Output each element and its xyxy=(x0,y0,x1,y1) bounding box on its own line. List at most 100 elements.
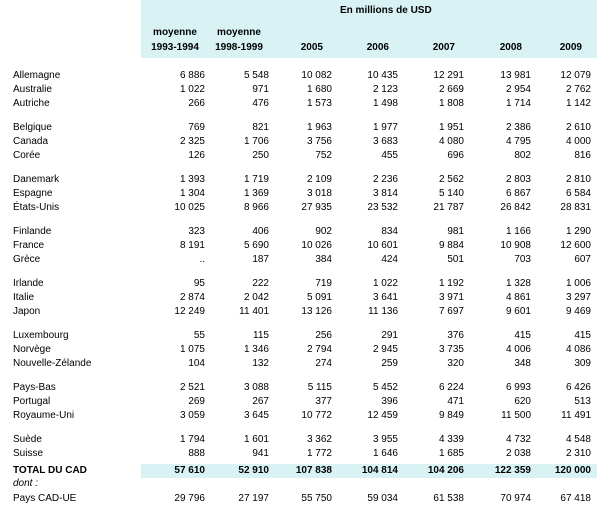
cell: 12 249 xyxy=(174,306,205,317)
cell: 971 xyxy=(252,84,269,95)
cell: 396 xyxy=(381,396,398,407)
cell: 5 115 xyxy=(307,382,332,393)
cell: 377 xyxy=(315,396,332,407)
row-label: Belgique xyxy=(13,122,52,133)
cell: 455 xyxy=(381,150,398,161)
cell: 2 310 xyxy=(565,448,591,459)
column-label: 2005 xyxy=(300,42,323,53)
cell: 6 867 xyxy=(505,188,531,199)
cell: 13 126 xyxy=(301,306,332,317)
row-label: États-Unis xyxy=(13,202,60,213)
cell: 122 359 xyxy=(494,465,531,476)
cell: 57 610 xyxy=(174,465,205,476)
cell: 10 908 xyxy=(500,240,531,251)
cell: 2 954 xyxy=(505,84,531,95)
cell: 28 831 xyxy=(560,202,591,213)
cell: 12 079 xyxy=(560,70,591,81)
cell: 802 xyxy=(514,150,531,161)
cell: 1 328 xyxy=(505,278,531,289)
cell: 2 521 xyxy=(179,382,205,393)
cell: 1 573 xyxy=(306,98,332,109)
cell: 752 xyxy=(315,150,332,161)
cell: 2 610 xyxy=(565,122,591,133)
cell: 10 772 xyxy=(301,410,332,421)
cell: 320 xyxy=(447,358,464,369)
cell: 9 849 xyxy=(438,410,464,421)
cell: 256 xyxy=(315,330,332,341)
cell: 70 974 xyxy=(500,493,531,504)
cell: 348 xyxy=(514,358,531,369)
cell: 941 xyxy=(252,448,269,459)
cell: 1 346 xyxy=(243,344,269,355)
cell: 2 794 xyxy=(306,344,332,355)
cell: 8 191 xyxy=(179,240,205,251)
cell: 3 641 xyxy=(372,292,398,303)
cell: 1 369 xyxy=(243,188,269,199)
cell: 126 xyxy=(188,150,205,161)
cell: 1 290 xyxy=(565,226,591,237)
cell: 424 xyxy=(381,254,398,265)
cell: 7 697 xyxy=(438,306,464,317)
cell: 1 075 xyxy=(179,344,205,355)
row-label: Canada xyxy=(13,136,49,147)
cell: 107 838 xyxy=(295,465,332,476)
cell: 4 861 xyxy=(505,292,531,303)
cell: 6 886 xyxy=(179,70,205,81)
cell: 3 059 xyxy=(179,410,205,421)
cell: 1 192 xyxy=(438,278,464,289)
cell: 10 082 xyxy=(301,70,332,81)
column-label: 1993-1994 xyxy=(151,42,199,53)
cell: 12 600 xyxy=(560,240,591,251)
cell: 12 459 xyxy=(367,410,398,421)
cell: 4 732 xyxy=(505,434,531,445)
cell: 3 018 xyxy=(306,188,332,199)
cell: 67 418 xyxy=(560,493,591,504)
cell: 8 966 xyxy=(243,202,269,213)
cell: 1 166 xyxy=(505,226,531,237)
row-label: Luxembourg xyxy=(13,330,69,341)
cell: 406 xyxy=(252,226,269,237)
header-background xyxy=(141,0,597,58)
cell: 104 814 xyxy=(361,465,398,476)
cell: 816 xyxy=(574,150,591,161)
cell: 5 091 xyxy=(306,292,332,303)
row-label: Allemagne xyxy=(13,70,61,81)
cell: .. xyxy=(199,254,205,265)
cell: 620 xyxy=(514,396,531,407)
cell: 981 xyxy=(447,226,464,237)
cell: 9 884 xyxy=(438,240,464,251)
column-top: moyenne xyxy=(153,27,197,38)
cell: 132 xyxy=(252,358,269,369)
cell: 769 xyxy=(188,122,205,133)
row-label: Australie xyxy=(13,84,52,95)
cell: 3 971 xyxy=(438,292,464,303)
cell: 1 393 xyxy=(179,174,205,185)
row-label: Suisse xyxy=(13,448,44,459)
cell: 1 022 xyxy=(179,84,205,95)
cell: 2 109 xyxy=(306,174,332,185)
column-top: moyenne xyxy=(217,27,261,38)
cell: 476 xyxy=(252,98,269,109)
row-label: Nouvelle-Zélande xyxy=(13,358,92,369)
cell: 1 022 xyxy=(372,278,398,289)
cell: 3 683 xyxy=(372,136,398,147)
row-label: Autriche xyxy=(13,98,50,109)
cell: 2 874 xyxy=(179,292,205,303)
cell: 55 750 xyxy=(301,493,332,504)
cell: 187 xyxy=(252,254,269,265)
cell: 1 714 xyxy=(505,98,531,109)
cell: 2 038 xyxy=(505,448,531,459)
cell: 13 981 xyxy=(500,70,531,81)
cell: 274 xyxy=(315,358,332,369)
cell: 250 xyxy=(252,150,269,161)
cell: 501 xyxy=(447,254,464,265)
cell: 259 xyxy=(381,358,398,369)
row-label: Corée xyxy=(13,150,41,161)
cell: 1 142 xyxy=(565,98,591,109)
cell: 1 963 xyxy=(306,122,332,133)
cell: 1 808 xyxy=(438,98,464,109)
cell: 2 803 xyxy=(505,174,531,185)
cell: 104 xyxy=(188,358,205,369)
cell: 27 197 xyxy=(238,493,269,504)
